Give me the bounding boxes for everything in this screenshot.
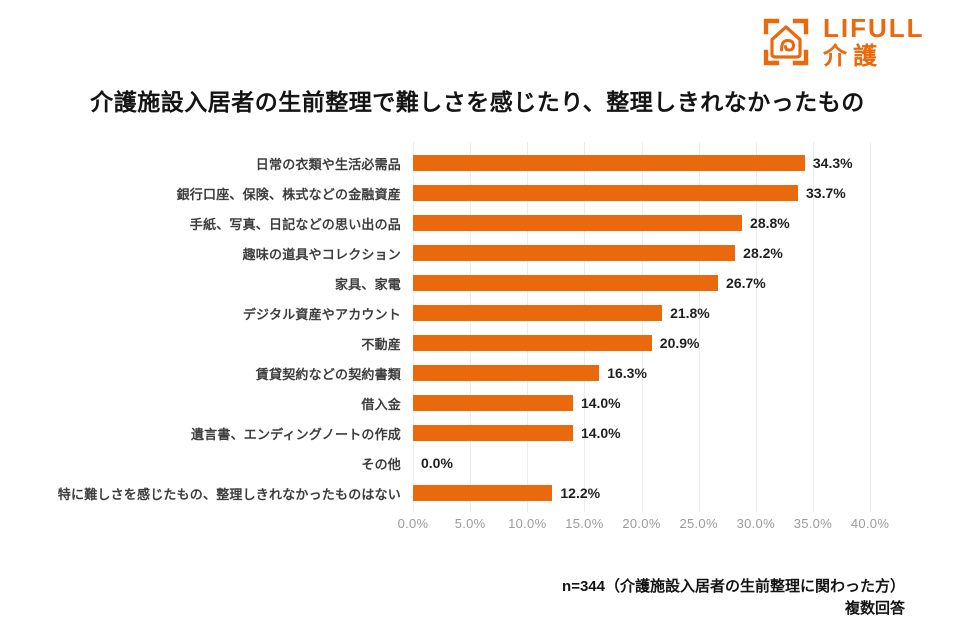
chart-row: 家具、家電 26.7% [0, 268, 955, 298]
bar-area: 14.0% [413, 418, 870, 448]
bar [413, 335, 652, 351]
bar-area: 28.8% [413, 208, 870, 238]
bar [413, 185, 799, 201]
bar [413, 305, 663, 321]
value-label: 20.9% [659, 335, 700, 351]
bar-area: 33.7% [413, 178, 870, 208]
chart-row: デジタル資産やアカウント 21.8% [0, 298, 955, 328]
bar-chart: 日常の衣類や生活必需品 34.3% 銀行口座、保険、株式などの金融資産 33.7% 手紙… [0, 142, 955, 548]
bar-area: 12.2% [413, 478, 870, 508]
category-label: その他 [361, 456, 401, 472]
x-axis-tick-label: 10.0% [508, 516, 547, 531]
multiple-answer-note: 複数回答 [844, 600, 905, 617]
category-label: 不動産 [361, 336, 401, 352]
category-label: 手紙、写真、日記などの思い出の品 [189, 216, 401, 232]
category-label: 趣味の道具やコレクション [242, 246, 401, 262]
chart-row: 賃貸契約などの契約書類 16.3% [0, 358, 955, 388]
bar [413, 275, 719, 291]
gridline [698, 142, 700, 512]
gridline [584, 142, 586, 512]
chart-row: 借入金 14.0% [0, 388, 955, 418]
gridline [413, 142, 414, 512]
x-axis-tick-label: 25.0% [679, 516, 718, 531]
bar-area: 20.9% [413, 328, 870, 358]
value-label: 26.7% [726, 275, 766, 291]
bar [413, 365, 600, 381]
bar [413, 245, 736, 261]
x-axis-tick-label: 30.0% [736, 516, 775, 531]
category-label: 日常の衣類や生活必需品 [255, 156, 401, 172]
lifull-kaigo-logo: LIFULL 介護 [762, 15, 925, 69]
chart-title: 介護施設入居者の生前整理で難しさを感じたり、整理しきれなかったもの [90, 89, 865, 115]
bar-area: 0.0% [413, 448, 870, 478]
value-label: 28.8% [750, 215, 790, 231]
chart-row: 特に難しさを感じたもの、整理しきれなかったものはない 12.2% [0, 478, 955, 508]
chart-rows: 日常の衣類や生活必需品 34.3% 銀行口座、保険、株式などの金融資産 33.7% 手紙… [0, 148, 955, 508]
x-axis-tick-label: 0.0% [397, 516, 429, 531]
chart-footnote: n=344（介護施設入居者の生前整理に関わった方） 複数回答 [562, 576, 905, 620]
logo-product-text: 介護 [823, 43, 883, 70]
bar-area: 26.7% [413, 268, 870, 298]
value-label: 16.3% [607, 365, 647, 381]
bar-area: 34.3% [413, 148, 870, 178]
gridline [755, 142, 757, 512]
bar [413, 215, 743, 231]
category-label: 賃貸契約などの契約書類 [255, 366, 401, 382]
x-axis-tick-label: 20.0% [622, 516, 661, 531]
value-label: 21.8% [670, 305, 710, 321]
chart-row: 不動産 20.9% [0, 328, 955, 358]
chart-row: 日常の衣類や生活必需品 34.3% [0, 148, 955, 178]
value-label: 14.0% [580, 425, 621, 441]
gridlines [413, 142, 871, 512]
logo-text: LIFULL 介護 [823, 15, 925, 69]
lifull-house-icon [762, 17, 810, 67]
gridline [812, 142, 814, 512]
gridline [470, 142, 472, 512]
category-label: 特に難しさを感じたもの、整理しきれなかったものはない [57, 486, 401, 502]
chart-row: その他 0.0% [0, 448, 955, 478]
chart-row: 手紙、写真、日記などの思い出の品 28.8% [0, 208, 955, 238]
bar-area: 28.2% [413, 238, 870, 268]
logo-brand-text: LIFULL [823, 13, 925, 43]
category-label: 遺言書、エンディングノートの作成 [190, 426, 401, 442]
bar [413, 425, 573, 441]
value-label: 0.0% [421, 455, 453, 471]
value-label: 34.3% [812, 155, 853, 171]
bar-area: 14.0% [413, 388, 870, 418]
bar-area: 16.3% [413, 358, 870, 388]
x-axis-tick-label: 15.0% [565, 516, 604, 531]
x-axis-tick-label: 5.0% [454, 516, 486, 531]
value-label: 33.7% [806, 185, 846, 201]
x-axis: 0.0% 5.0% 10.0% 15.0% 20.0% 25.0% 30.0% 35.0% 40… [398, 516, 889, 536]
value-label: 12.2% [560, 485, 601, 501]
bar [413, 485, 553, 501]
x-axis-tick-label: 35.0% [793, 516, 833, 531]
gridline [527, 142, 529, 512]
bar [413, 155, 805, 171]
chart-row: 銀行口座、保険、株式などの金融資産 33.7% [0, 178, 955, 208]
bar [413, 395, 573, 411]
category-label: 家具、家電 [334, 276, 401, 292]
category-label: デジタル資産やアカウント [242, 306, 401, 322]
sample-size-note: n=344（介護施設入居者の生前整理に関わった方） [562, 578, 905, 595]
gridline [641, 142, 643, 512]
category-label: 銀行口座、保険、株式などの金融資産 [176, 186, 401, 202]
bar-area: 21.8% [413, 298, 870, 328]
chart-row: 趣味の道具やコレクション 28.2% [0, 238, 955, 268]
category-label: 借入金 [361, 396, 401, 412]
value-label: 14.0% [580, 395, 621, 411]
x-axis-tick-label: 40.0% [850, 516, 890, 531]
gridline [870, 142, 871, 512]
chart-row: 遺言書、エンディングノートの作成 14.0% [0, 418, 955, 448]
value-label: 28.2% [743, 245, 783, 261]
